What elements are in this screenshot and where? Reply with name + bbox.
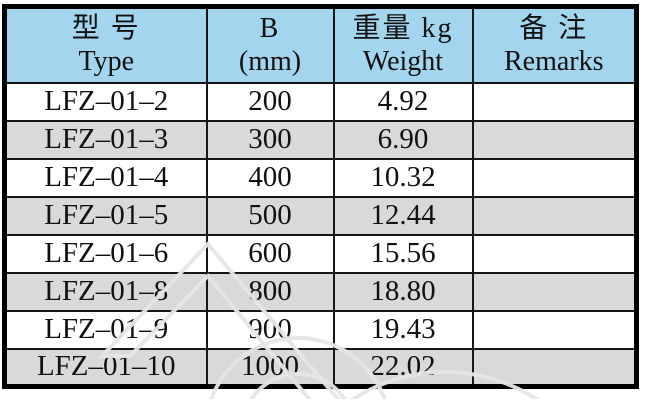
header-row: 型 号 Type B (mm) 重量 kg Weight 备 注 Remarks <box>3 5 638 84</box>
remarks-cell <box>471 195 638 236</box>
weight-cell: 10.32 <box>332 157 474 198</box>
table-row: LFZ–01–2 200 4.92 <box>3 81 638 122</box>
weight-cell: 15.56 <box>332 233 474 274</box>
table-header: 型 号 Type B (mm) 重量 kg Weight 备 注 Remarks <box>3 5 638 84</box>
weight-cell: 19.43 <box>332 309 474 350</box>
weight-cell: 18.80 <box>332 271 474 312</box>
table-row: LFZ–01–3 300 6.90 <box>3 119 638 160</box>
table-row: LFZ–01–4 400 10.32 <box>3 157 638 198</box>
col-header-b-symbol: B <box>259 12 281 44</box>
weight-cell: 4.92 <box>332 81 474 122</box>
col-header-type-zh: 型 号 <box>71 12 141 44</box>
b-cell: 500 <box>205 195 335 236</box>
weight-cell: 22.02 <box>332 347 474 388</box>
remarks-cell <box>471 233 638 274</box>
col-header-weight-en: Weight <box>362 46 444 78</box>
model-cell: LFZ–01–6 <box>3 233 208 274</box>
b-cell: 400 <box>205 157 335 198</box>
col-header-remarks-en: Remarks <box>503 46 604 78</box>
b-cell: 1000 <box>205 347 335 388</box>
table-row: LFZ–01–10 1000 22.02 <box>3 347 638 388</box>
model-cell: LFZ–01–8 <box>3 271 208 312</box>
spec-table: 型 号 Type B (mm) 重量 kg Weight 备 注 Remarks <box>2 4 653 399</box>
col-header-weight-zh: 重量 kg <box>352 12 454 44</box>
remarks-cell <box>471 157 638 198</box>
model-cell: LFZ–01–3 <box>3 119 208 160</box>
b-cell: 900 <box>205 309 335 350</box>
remarks-cell <box>471 119 638 160</box>
product-spec-table: 型 号 Type B (mm) 重量 kg Weight 备 注 Remarks <box>2 4 639 389</box>
col-header-remarks: 备 注 Remarks <box>471 5 638 84</box>
b-cell: 600 <box>205 233 335 274</box>
remarks-cell <box>471 347 638 388</box>
table-row: LFZ–01–5 500 12.44 <box>3 195 638 236</box>
model-cell: LFZ–01–4 <box>3 157 208 198</box>
table-row: LFZ–01–6 600 15.56 <box>3 233 638 274</box>
b-cell: 200 <box>205 81 335 122</box>
weight-cell: 6.90 <box>332 119 474 160</box>
b-cell: 800 <box>205 271 335 312</box>
col-header-b: B (mm) <box>205 5 335 84</box>
col-header-b-unit: (mm) <box>238 46 302 78</box>
remarks-cell <box>471 271 638 312</box>
model-cell: LFZ–01–2 <box>3 81 208 122</box>
col-header-weight: 重量 kg Weight <box>332 5 474 84</box>
table-row: LFZ–01–9 900 19.43 <box>3 309 638 350</box>
remarks-cell <box>471 309 638 350</box>
model-cell: LFZ–01–5 <box>3 195 208 236</box>
table-row: LFZ–01–8 800 18.80 <box>3 271 638 312</box>
remarks-cell <box>471 81 638 122</box>
weight-cell: 12.44 <box>332 195 474 236</box>
col-header-type: 型 号 Type <box>3 5 208 84</box>
model-cell: LFZ–01–9 <box>3 309 208 350</box>
table-body: LFZ–01–2 200 4.92 LFZ–01–3 300 6.90 LFZ–… <box>3 81 638 388</box>
col-header-remarks-zh: 备 注 <box>519 12 589 44</box>
col-header-type-en: Type <box>78 46 135 78</box>
b-cell: 300 <box>205 119 335 160</box>
model-cell: LFZ–01–10 <box>3 347 208 388</box>
